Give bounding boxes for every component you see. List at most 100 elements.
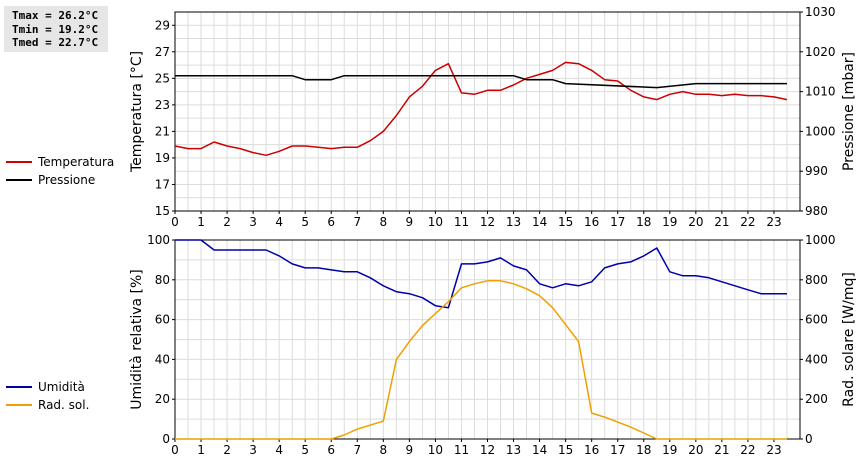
x-tick-label: 13 bbox=[506, 215, 521, 229]
x-tick-label: 14 bbox=[532, 215, 547, 229]
y-tick-label: 19 bbox=[155, 151, 170, 165]
y-tick-label: 25 bbox=[155, 71, 170, 85]
y2-tick-label: 980 bbox=[805, 204, 828, 218]
x-tick-label: 3 bbox=[249, 443, 257, 457]
x-tick-label: 8 bbox=[380, 215, 388, 229]
x-tick-label: 16 bbox=[584, 443, 599, 457]
legend-label-temperatura: Temperatura bbox=[38, 155, 115, 169]
y-axis-label: Temperatura [°C] bbox=[129, 51, 145, 173]
x-tick-label: 23 bbox=[766, 215, 781, 229]
legend-swatch-pressione bbox=[6, 179, 32, 181]
series-line-temperatura bbox=[174, 61, 788, 157]
x-tick-label: 22 bbox=[740, 443, 755, 457]
x-tick-label: 20 bbox=[688, 443, 703, 457]
x-tick-label: 18 bbox=[636, 443, 651, 457]
y-tick-label: 100 bbox=[147, 233, 170, 247]
x-tick-label: 13 bbox=[506, 443, 521, 457]
chart-1: 0 1 2 3 4 5 6 7 8 9 10 11 12 13 14 15 16 17 18 19 20 21 22 2315… bbox=[129, 5, 857, 229]
legend-label-rad-sol: Rad. sol. bbox=[38, 398, 90, 412]
y2-tick-label: 1000 bbox=[805, 124, 836, 138]
legend-label-umidita: Umidità bbox=[38, 380, 85, 394]
y2-tick-label: 800 bbox=[805, 273, 828, 287]
y-tick-label: 23 bbox=[155, 98, 170, 112]
x-tick-label: 8 bbox=[380, 443, 388, 457]
x-tick-label: 22 bbox=[740, 215, 755, 229]
legend-swatch-temperatura bbox=[6, 161, 32, 163]
y-axis-label: Umidità relativa [%] bbox=[129, 269, 145, 410]
y2-tick-label: 1020 bbox=[805, 45, 836, 59]
legend-top: Temperatura Pressione bbox=[6, 153, 114, 189]
x-tick-label: 5 bbox=[301, 215, 309, 229]
x-tick-label: 15 bbox=[558, 443, 573, 457]
x-tick-label: 12 bbox=[480, 215, 495, 229]
y2-tick-label: 0 bbox=[805, 432, 813, 446]
y-tick-label: 0 bbox=[162, 432, 170, 446]
y-tick-label: 27 bbox=[155, 45, 170, 59]
series-line-umidit bbox=[175, 239, 787, 309]
y-tick-label: 40 bbox=[155, 352, 170, 366]
legend-item-temperatura: Temperatura bbox=[6, 153, 114, 171]
x-tick-label: 11 bbox=[454, 215, 469, 229]
x-tick-label: 0 bbox=[171, 215, 179, 229]
series-line-pressione bbox=[175, 74, 787, 89]
x-tick-label: 6 bbox=[327, 443, 335, 457]
series-line-rad-sol bbox=[175, 280, 787, 440]
x-tick-label: 14 bbox=[532, 443, 547, 457]
tmin-text: Tmin = 19.2°C bbox=[12, 22, 99, 36]
y2-tick-label: 1030 bbox=[805, 5, 836, 19]
x-tick-label: 11 bbox=[454, 443, 469, 457]
chart-2: 0 1 2 3 4 5 6 7 8 9 10 11 12 13 14 15 16 17 18 19 20 21 22 2302… bbox=[129, 233, 857, 457]
x-tick-label: 6 bbox=[327, 215, 335, 229]
x-tick-label: 3 bbox=[249, 215, 257, 229]
x-tick-label: 10 bbox=[428, 215, 443, 229]
x-tick-label: 2 bbox=[223, 215, 231, 229]
x-tick-label: 2 bbox=[223, 443, 231, 457]
x-tick-label: 7 bbox=[353, 215, 361, 229]
y-tick-label: 20 bbox=[155, 392, 170, 406]
legend-swatch-umidita bbox=[6, 386, 32, 388]
x-tick-label: 17 bbox=[610, 443, 625, 457]
x-tick-label: 4 bbox=[275, 215, 283, 229]
y-tick-label: 17 bbox=[155, 177, 170, 191]
x-tick-label: 15 bbox=[558, 215, 573, 229]
stats-box: Tmax = 26.2°C Tmin = 19.2°C Tmed = 22.7°… bbox=[4, 6, 108, 52]
x-tick-label: 12 bbox=[480, 443, 495, 457]
tmed-text: Tmed = 22.7°C bbox=[12, 36, 99, 49]
x-tick-label: 0 bbox=[171, 443, 179, 457]
y2-tick-label: 990 bbox=[805, 164, 828, 178]
legend-item-rad-sol: Rad. sol. bbox=[6, 396, 89, 414]
x-tick-label: 21 bbox=[714, 443, 729, 457]
x-tick-label: 23 bbox=[766, 443, 781, 457]
y-tick-label: 29 bbox=[155, 18, 170, 32]
x-tick-label: 10 bbox=[428, 443, 443, 457]
y2-tick-label: 1000 bbox=[805, 233, 836, 247]
x-tick-label: 19 bbox=[662, 215, 677, 229]
x-tick-label: 19 bbox=[662, 443, 677, 457]
x-tick-label: 9 bbox=[406, 215, 414, 229]
y2-axis-label: Rad. solare [W/mq] bbox=[841, 272, 857, 407]
y2-axis-label: Pressione [mbar] bbox=[841, 52, 857, 171]
tmax-text: Tmax = 26.2°C bbox=[12, 9, 99, 22]
x-tick-label: 1 bbox=[197, 443, 205, 457]
y-tick-label: 60 bbox=[155, 313, 170, 327]
x-tick-label: 17 bbox=[610, 215, 625, 229]
x-tick-label: 9 bbox=[406, 443, 414, 457]
x-tick-label: 21 bbox=[714, 215, 729, 229]
y2-tick-label: 200 bbox=[805, 392, 828, 406]
legend-bottom: Umidità Rad. sol. bbox=[6, 378, 89, 414]
x-tick-label: 4 bbox=[275, 443, 283, 457]
y2-tick-label: 1010 bbox=[805, 85, 836, 99]
x-tick-label: 16 bbox=[584, 215, 599, 229]
x-tick-label: 1 bbox=[197, 215, 205, 229]
x-tick-label: 18 bbox=[636, 215, 651, 229]
x-tick-label: 5 bbox=[301, 443, 309, 457]
x-tick-label: 7 bbox=[353, 443, 361, 457]
legend-label-pressione: Pressione bbox=[38, 173, 96, 187]
y-tick-label: 21 bbox=[155, 124, 170, 138]
legend-item-pressione: Pressione bbox=[6, 171, 114, 189]
y2-tick-label: 600 bbox=[805, 313, 828, 327]
y2-tick-label: 400 bbox=[805, 352, 828, 366]
legend-item-umidita: Umidità bbox=[6, 378, 89, 396]
y-tick-label: 15 bbox=[155, 204, 170, 218]
